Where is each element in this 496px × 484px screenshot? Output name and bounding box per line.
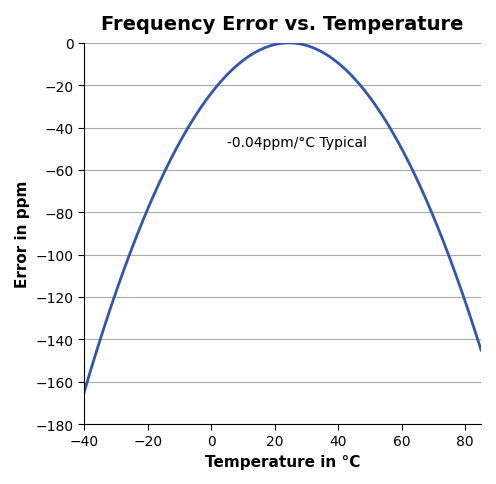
X-axis label: Temperature in °C: Temperature in °C bbox=[205, 454, 360, 469]
Y-axis label: Error in ppm: Error in ppm bbox=[15, 181, 30, 287]
Text: -0.04ppm/°C Typical: -0.04ppm/°C Typical bbox=[227, 136, 367, 150]
Title: Frequency Error vs. Temperature: Frequency Error vs. Temperature bbox=[101, 15, 464, 34]
